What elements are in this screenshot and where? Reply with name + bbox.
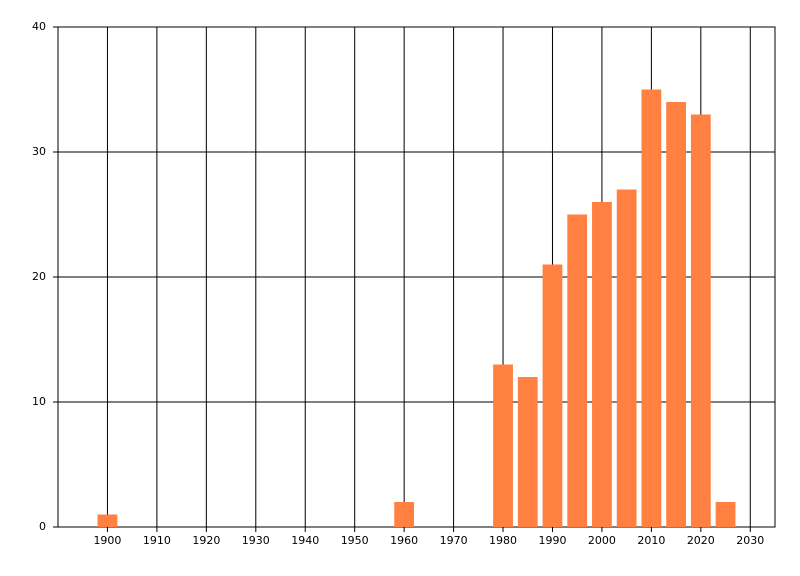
y-tick-label: 20 (32, 270, 46, 283)
x-tick-label: 1980 (489, 534, 517, 547)
bar (592, 202, 612, 527)
x-tick-label: 1920 (192, 534, 220, 547)
y-tick-label: 40 (32, 20, 46, 33)
x-tick-label: 1910 (143, 534, 171, 547)
y-tick-label: 10 (32, 395, 46, 408)
bar (641, 89, 662, 527)
bar (616, 189, 637, 527)
x-tick-label: 1950 (341, 534, 369, 547)
x-tick-label: 1990 (538, 534, 566, 547)
bar (567, 214, 588, 527)
x-tick-label: 2000 (588, 534, 616, 547)
x-tick-label: 1930 (242, 534, 270, 547)
y-tick-label: 30 (32, 145, 46, 158)
x-tick-label: 2010 (637, 534, 665, 547)
x-tick-label: 1970 (440, 534, 468, 547)
bar (394, 502, 415, 527)
bar (666, 102, 686, 527)
bar (542, 264, 563, 527)
bar (493, 364, 513, 527)
bar (690, 114, 711, 527)
x-tick-label: 2030 (736, 534, 764, 547)
x-tick-label: 2020 (687, 534, 715, 547)
x-tick-label: 1960 (390, 534, 418, 547)
bar (97, 514, 118, 527)
y-tick-label: 0 (39, 520, 46, 533)
x-tick-label: 1900 (93, 534, 121, 547)
bar (517, 377, 538, 527)
bar (715, 502, 736, 527)
x-tick-label: 1940 (291, 534, 319, 547)
